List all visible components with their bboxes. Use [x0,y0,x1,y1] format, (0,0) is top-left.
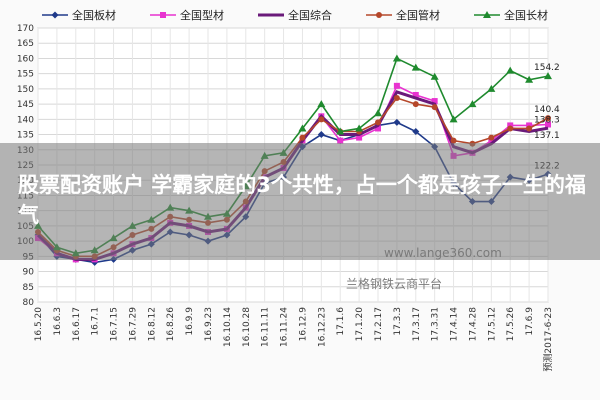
data-point [393,118,401,126]
y-tick-label: 90 [23,268,35,278]
y-tick-label: 155 [17,70,34,80]
x-tick-label: 16.8.12 [147,307,157,341]
x-tick-label: 17.1.6 [336,307,346,336]
x-tick-label: 16.6.3 [53,307,63,336]
x-tick-label: 预测2017-6-23 [543,307,554,372]
data-point [545,121,551,128]
data-point [430,72,439,80]
data-point [526,122,533,129]
x-tick-label: 17.5.26 [506,307,516,342]
data-point [299,134,306,141]
x-tick-label: 16.11.24 [280,307,290,347]
x-tick-label: 16.7.29 [128,307,138,342]
data-point [488,137,495,144]
data-point [431,104,438,111]
data-point [483,11,491,18]
legend-label: 全国型材 [180,8,224,22]
x-tick-label: 17.5.12 [487,307,497,341]
data-point [317,131,325,139]
legend-label: 全国综合 [288,8,332,22]
y-tick-label: 160 [17,54,34,64]
x-tick-label: 17.3.31 [431,307,441,341]
x-tick-label: 16.10.14 [223,307,233,347]
data-point [431,98,438,105]
data-point [525,75,534,83]
y-tick-label: 80 [23,298,35,308]
y-tick-label: 145 [17,100,34,110]
data-point [355,124,364,132]
data-point [337,137,344,144]
watermark-text: 兰格钢铁云商平台 [346,277,443,291]
data-point [450,137,457,144]
data-point [393,95,400,102]
y-tick-label: 140 [17,115,34,125]
x-tick-label: 16.7.1 [91,307,101,336]
x-tick-label: 17.1.20 [355,307,365,342]
x-tick-label: 16.8.26 [166,307,176,342]
data-point [506,66,515,74]
data-label: 137.1 [534,131,560,141]
banner-title[interactable]: 股票配资账户 学霸家庭的3个共性，占一个都是孩子一生的福气 [18,173,586,227]
x-tick-label: 17.6.9 [525,307,535,336]
data-point [544,72,552,80]
data-point [468,100,477,108]
x-tick-label: 16.7.15 [110,307,120,341]
y-tick-label: 170 [17,24,34,34]
data-point [545,115,551,122]
data-point [392,54,401,62]
data-label: 138.3 [534,116,560,126]
data-point [412,128,420,136]
data-point [374,109,382,117]
data-label: 140.4 [534,105,560,115]
x-tick-label: 16.11.11 [261,307,271,347]
y-tick-label: 135 [17,131,34,141]
data-point [318,116,325,123]
data-point [336,127,345,135]
legend-label: 全国管材 [396,8,440,22]
y-tick-label: 165 [17,39,34,49]
data-point [487,84,496,92]
legend-label: 全国板材 [72,8,116,22]
x-tick-label: 17.3.17 [412,307,422,341]
watermark-url: www.lange360.com [384,246,502,260]
data-point [526,125,533,132]
data-point [317,100,326,108]
x-tick-label: 16.12.23 [317,307,327,347]
x-tick-label: 17.4.28 [468,307,478,342]
x-tick-label: 16.9.9 [185,307,195,336]
data-point [356,134,363,141]
data-point [375,119,381,126]
data-point [51,11,59,19]
legend-label: 全国长材 [504,8,548,22]
data-point [507,125,514,132]
data-point [412,91,419,98]
y-tick-label: 85 [23,283,34,293]
data-point [488,134,495,141]
data-label: 154.2 [534,63,560,73]
data-point [375,125,381,132]
data-point [160,12,166,18]
ad-banner[interactable] [0,143,600,260]
data-point [507,122,514,129]
x-tick-label: 17.3.3 [393,307,403,336]
x-tick-label: 16.6.17 [72,307,82,341]
data-point [412,101,419,108]
y-tick-label: 150 [17,85,34,95]
x-tick-label: 16.10.28 [242,307,252,347]
data-point [376,12,382,18]
data-point [393,82,400,89]
x-tick-label: 16.9.23 [204,307,214,341]
x-tick-label: 17.4.14 [450,307,460,342]
x-tick-label: 17.2.17 [374,307,384,341]
data-point [298,124,307,132]
x-tick-label: 16.12.9 [298,307,308,342]
data-point [411,63,420,71]
data-point [449,115,458,123]
x-tick-label: 16.5.20 [34,307,44,342]
